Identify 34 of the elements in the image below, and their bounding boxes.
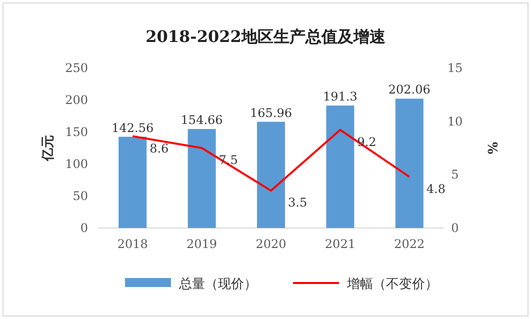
y2-tick-label: 0 [451,221,459,235]
y-axis-title: 亿元 [41,135,56,162]
legend-label: 总量（现价） [178,277,257,292]
data-label: 8.6 [150,141,169,156]
y-tick-label: 50 [72,189,88,203]
y-tick-label: 200 [65,93,88,107]
chart-title: 2018-2022地区生产总值及增速 [146,27,386,46]
bar [118,136,147,228]
data-label: 4.8 [426,182,446,196]
x-tick-label: 2021 [324,237,356,251]
y2-tick-label: 15 [447,61,463,75]
x-tick-label: 2020 [256,237,286,251]
data-label: 165.96 [250,106,292,120]
bar [188,129,216,228]
y-tick-label: 0 [80,221,88,235]
y2-tick-label: 10 [447,114,463,128]
legend-label: 增幅（不变价） [346,277,438,292]
data-label: 202.06 [388,82,430,97]
data-label: 191.3 [323,90,358,104]
data-label: 154.66 [180,113,223,128]
x-tick-label: 2018 [117,237,148,251]
x-tick-label: 2022 [394,237,425,251]
bar [395,98,424,228]
x-tick-label: 2019 [186,237,218,251]
bar [326,106,354,228]
y2-axis-title: % [484,142,499,155]
y2-tick-label: 5 [451,168,459,182]
data-label: 9.2 [357,134,376,149]
y-tick-label: 150 [65,125,88,139]
data-label: 3.5 [288,196,308,210]
y-tick-label: 100 [65,157,88,171]
bar [257,122,285,228]
y-tick-label: 250 [65,61,88,75]
data-label: 142.56 [112,120,154,135]
